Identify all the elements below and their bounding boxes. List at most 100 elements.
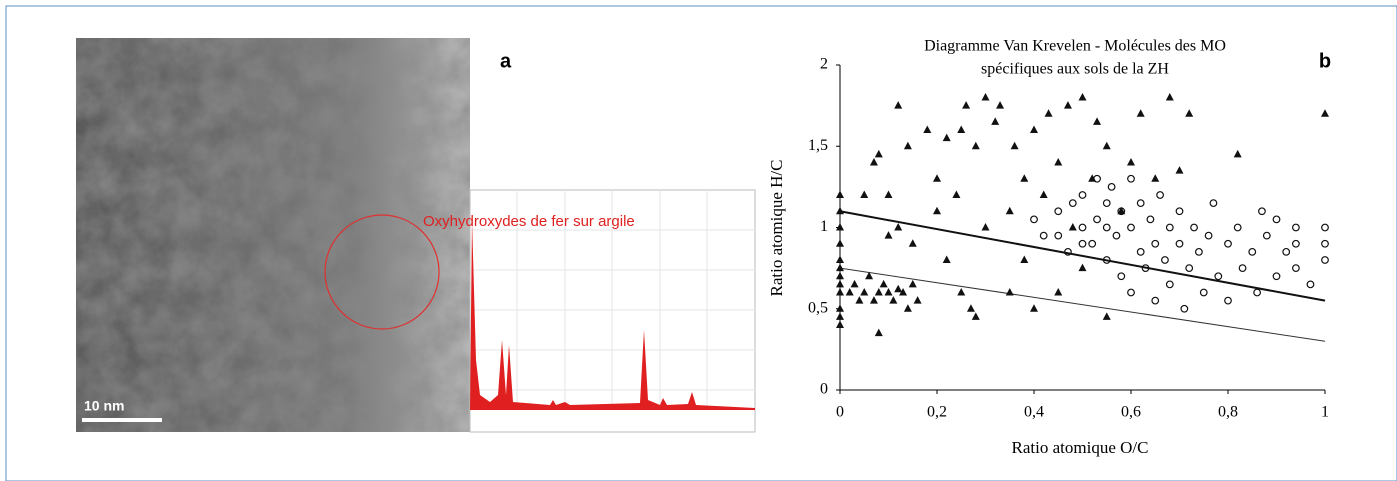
triangle-point: [860, 288, 869, 296]
circle-point: [1262, 231, 1271, 240]
triangle-point: [874, 149, 883, 158]
triangle-point: [1030, 125, 1038, 133]
frame: [5, 5, 1397, 481]
triangle-point: [836, 223, 844, 231]
circle-point: [1209, 199, 1218, 208]
chart-title: spécifiques aux sols de la ZH: [981, 61, 1169, 78]
triangle-point: [903, 304, 912, 312]
triangle-point: [836, 263, 844, 272]
triangle-point: [1117, 206, 1126, 215]
y-axis-label: Ratio atomique H/C: [767, 160, 786, 297]
triangle-point: [957, 288, 966, 296]
triangle-point: [1165, 93, 1174, 101]
circle-point: [1185, 264, 1194, 273]
circle-point: [1093, 174, 1101, 183]
triangle-point: [1068, 223, 1077, 231]
annotation: Oxyhydroxydes de fer sur argile: [423, 213, 635, 230]
x-tick-label: 0: [836, 404, 844, 421]
y-tick-label: 1: [820, 218, 828, 235]
triangle-point: [981, 223, 990, 231]
triangle-point: [869, 158, 878, 166]
circle-point: [1030, 215, 1038, 224]
circle-point: [1068, 199, 1077, 208]
circle-point: [1078, 191, 1087, 199]
circle-point: [1291, 223, 1300, 232]
tem-image: [76, 38, 470, 432]
triangle-point: [962, 101, 971, 109]
chart-title: Diagramme Van Krevelen - Molécules des M…: [924, 38, 1226, 55]
circle-point: [1224, 239, 1232, 248]
y-tick-label: 0: [820, 381, 828, 398]
triangle-point: [845, 288, 854, 296]
triangle-point: [1063, 101, 1072, 109]
x-tick-label: 0,8: [1218, 404, 1238, 421]
circle-point: [1151, 239, 1160, 248]
triangle-point: [894, 223, 903, 231]
circle-point: [1078, 239, 1087, 248]
circle-point: [1136, 199, 1145, 208]
spectrum: [469, 189, 756, 433]
circle-point: [1199, 288, 1208, 297]
triangle-point: [1054, 158, 1063, 166]
triangle-point: [1093, 117, 1102, 125]
triangle-point: [869, 296, 878, 304]
triangle-point: [1054, 288, 1063, 296]
circle-point: [1180, 304, 1189, 313]
triangle-point: [874, 328, 883, 337]
x-axis-label: Ratio atomique O/C: [1012, 438, 1149, 457]
circle-point: [1291, 239, 1300, 248]
circle-point: [1093, 215, 1101, 224]
circle-point: [1064, 247, 1072, 256]
circle-point: [1112, 231, 1121, 240]
triangle-point: [884, 288, 893, 296]
highlight-circle: [324, 214, 440, 330]
circle-point: [1039, 231, 1048, 240]
circle-point: [1161, 256, 1169, 264]
circle-point: [1078, 223, 1087, 232]
triangle-point: [1020, 255, 1029, 263]
triangle-point: [1030, 304, 1038, 312]
triangle-point: [836, 304, 844, 312]
triangle-point: [942, 133, 951, 142]
triangle-point: [923, 125, 932, 133]
circle-point: [1272, 215, 1281, 224]
circle-point: [1054, 207, 1063, 216]
triangle-point: [1078, 93, 1087, 101]
triangle-point: [1044, 109, 1053, 117]
circle-point: [1194, 247, 1203, 256]
triangle-point: [836, 279, 844, 288]
triangle-point: [865, 271, 874, 280]
circle-point: [1258, 207, 1266, 216]
circle-point: [1272, 272, 1281, 281]
triangle-point: [1127, 158, 1135, 166]
triangle-point: [860, 190, 869, 198]
triangle-point: [836, 239, 844, 247]
circle-point: [1127, 174, 1135, 183]
circle-point: [1102, 199, 1111, 208]
circle-point: [1102, 223, 1111, 232]
triangle-point: [836, 271, 844, 280]
circle-point: [1165, 223, 1174, 232]
triangle-point: [908, 279, 917, 288]
circle-point: [1165, 280, 1174, 289]
circle-point: [1321, 256, 1329, 264]
triangle-point: [1321, 109, 1329, 117]
triangle-point: [836, 288, 844, 296]
x-tick-label: 1: [1321, 404, 1329, 421]
circle-point: [1175, 207, 1184, 216]
circle-point: [1127, 288, 1135, 297]
triangle-point: [894, 101, 903, 109]
triangle-point: [942, 255, 951, 263]
circle-point: [1107, 182, 1116, 191]
panel-letter: a: [500, 50, 512, 72]
circle-point: [1146, 215, 1155, 224]
triangle-point: [1005, 288, 1014, 296]
triangle-point: [836, 206, 844, 215]
circle-point: [1054, 231, 1063, 240]
triangle-point: [836, 312, 844, 320]
triangle-point: [996, 101, 1005, 109]
circle-point: [1141, 264, 1150, 273]
triangle-point: [971, 141, 980, 150]
